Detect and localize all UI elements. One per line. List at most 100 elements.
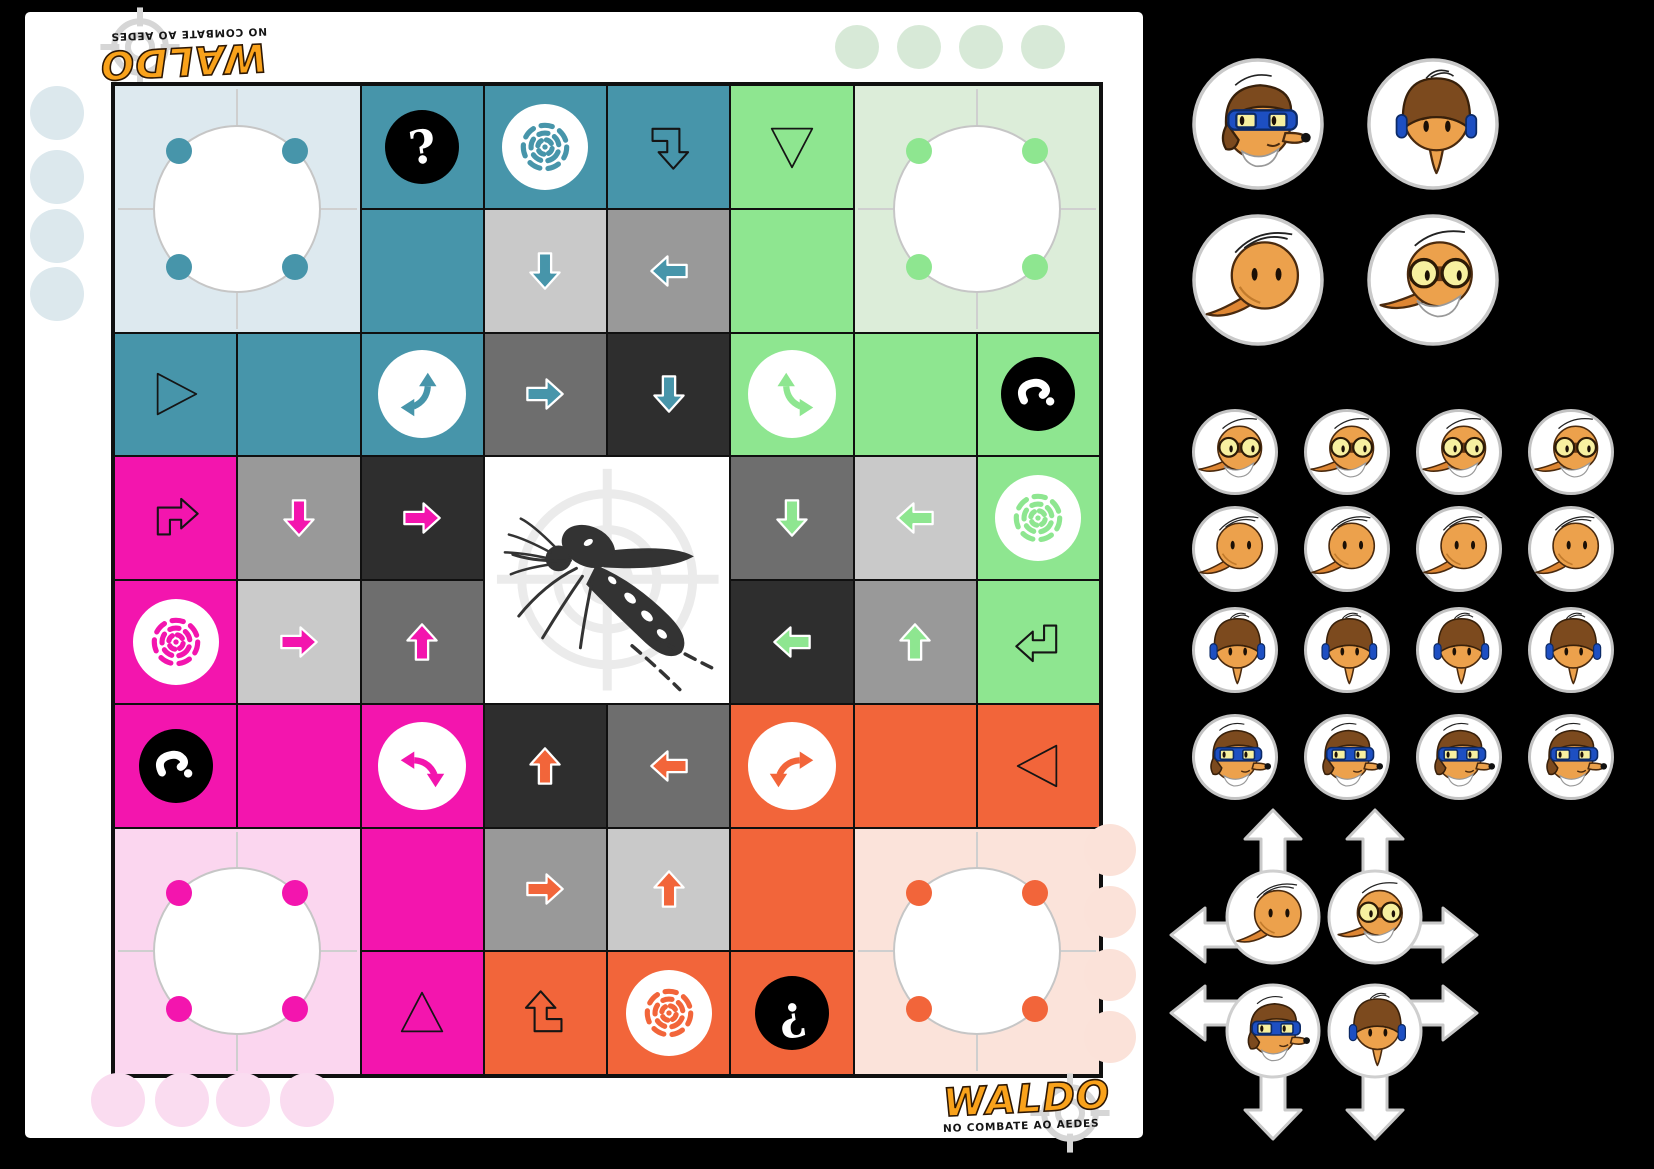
game-board: WALDO NO COMBATE AO AEDES ? ¿	[25, 12, 1143, 1138]
small-token-mosquito-round-glasses-face[interactable]	[1191, 408, 1279, 500]
breeding-site-spiral-icon	[995, 475, 1082, 562]
board-cell-r4c1	[114, 456, 238, 580]
small-token-mosquito-plain-face[interactable]	[1527, 505, 1615, 597]
board-cell-r3c6	[730, 332, 854, 457]
board-cell-r8c3	[360, 951, 484, 1075]
solid-arrow-icon	[892, 619, 938, 665]
board-cell-r3c3	[360, 332, 484, 457]
board-cell-r8c4	[483, 951, 607, 1075]
mosquito-silhouette	[496, 469, 719, 692]
small-token-mosquito-plain-face[interactable]	[1415, 505, 1503, 597]
larva-icon	[1001, 357, 1076, 432]
board-cell-r4c7	[853, 456, 977, 580]
entry-triangle-icon	[147, 365, 205, 423]
small-token-mosquito-plain-face[interactable]	[1191, 505, 1279, 597]
board-cell-r5c2	[237, 580, 361, 704]
waldo-logo-top: WALDO NO COMBATE AO AEDES	[97, 14, 269, 80]
small-token-mosquito-helmet-front-face[interactable]	[1191, 606, 1279, 698]
board-cell-r2c4	[483, 208, 607, 333]
solid-arrow-icon	[646, 866, 692, 912]
bent-arrow-outline-icon	[1012, 616, 1064, 668]
small-token-mosquito-helmet-front-face[interactable]	[1303, 606, 1391, 698]
direction-token-mosquito-round-glasses-face-up-right[interactable]	[1263, 805, 1488, 1034]
solid-arrow-icon	[522, 248, 568, 294]
mosquito-target-area	[483, 456, 731, 704]
board-cell-r3c8	[976, 332, 1100, 457]
solid-arrow-icon	[276, 495, 322, 541]
board-cell-r6c2	[237, 703, 361, 828]
board-cell-r5c1	[114, 580, 238, 704]
home-dot-green	[905, 253, 932, 280]
large-token-mosquito-helmet-front-face[interactable]	[1365, 56, 1501, 196]
bent-arrow-outline-icon	[643, 121, 695, 173]
rotate-double-arrow-icon	[378, 721, 467, 810]
home-dot-blue	[282, 253, 309, 280]
score-circle-pink	[155, 1073, 209, 1127]
solid-arrow-icon	[892, 495, 938, 541]
small-token-mosquito-round-glasses-face[interactable]	[1527, 408, 1615, 500]
board-cell-r4c3	[360, 456, 484, 580]
logo-title: WALDO	[941, 1072, 1112, 1127]
home-dot-pink	[282, 996, 309, 1023]
board-cell-r6c4	[483, 703, 607, 828]
board-cell-r5c7	[853, 580, 977, 704]
board-grid: ? ¿	[111, 82, 1103, 1078]
board-cell-r1c3: ?	[360, 85, 484, 209]
board-cell-r6c7	[853, 703, 977, 828]
direction-token-mosquito-aviator-goggles-face-left-down[interactable]	[1161, 919, 1386, 1148]
board-cell-r1c6	[730, 85, 854, 209]
breeding-site-spiral-icon	[132, 598, 219, 685]
score-circle-blue	[30, 267, 84, 321]
score-circle-green	[1021, 25, 1065, 69]
small-token-mosquito-aviator-goggles-face[interactable]	[1303, 713, 1391, 805]
small-token-mosquito-aviator-goggles-face[interactable]	[1191, 713, 1279, 805]
board-cell-r6c6	[730, 703, 854, 828]
score-circle-blue	[30, 86, 84, 140]
solid-arrow-icon	[769, 619, 815, 665]
large-token-mosquito-round-glasses-face[interactable]	[1365, 212, 1501, 352]
home-dot-pink	[166, 880, 193, 907]
direction-token-mosquito-helmet-front-face-right-down[interactable]	[1263, 919, 1488, 1148]
board-cell-r7c3	[360, 827, 484, 952]
home-dot-orange	[905, 996, 932, 1023]
breeding-site-spiral-icon	[502, 103, 589, 190]
small-token-mosquito-helmet-front-face[interactable]	[1415, 606, 1503, 698]
home-dot-orange	[905, 880, 932, 907]
home-dot-blue	[282, 137, 309, 164]
entry-triangle-icon	[1009, 737, 1067, 795]
home-dot-orange	[1021, 996, 1048, 1023]
small-token-mosquito-helmet-front-face[interactable]	[1527, 606, 1615, 698]
board-cell-r7c4	[483, 827, 607, 952]
board-cell-r7c5	[607, 827, 731, 952]
small-token-mosquito-round-glasses-face[interactable]	[1415, 408, 1503, 500]
small-token-mosquito-plain-face[interactable]	[1303, 505, 1391, 597]
question-icon: ?	[385, 109, 460, 184]
waldo-logo-bottom: WALDO NO COMBATE AO AEDES	[941, 1080, 1113, 1146]
home-area-orange	[853, 827, 1100, 1075]
board-cell-r3c5	[607, 332, 731, 457]
solid-arrow-icon	[276, 619, 322, 665]
inverted-question-icon: ¿	[754, 976, 829, 1051]
rotate-double-arrow-icon	[378, 350, 467, 439]
home-area-pink	[114, 827, 361, 1075]
score-circle-pink	[91, 1073, 145, 1127]
board-cell-r2c3	[360, 208, 484, 333]
solid-arrow-icon	[646, 743, 692, 789]
board-cell-r5c3	[360, 580, 484, 704]
board-cell-r6c5	[607, 703, 731, 828]
large-token-mosquito-aviator-goggles-face[interactable]	[1190, 56, 1326, 196]
solid-arrow-icon	[769, 495, 815, 541]
score-circle-pink	[216, 1073, 270, 1127]
direction-token-mosquito-plain-face-up-left[interactable]	[1161, 805, 1386, 1034]
board-cell-r1c4	[483, 85, 607, 209]
small-token-mosquito-round-glasses-face[interactable]	[1303, 408, 1391, 500]
large-token-mosquito-plain-face[interactable]	[1190, 212, 1326, 352]
home-dot-blue	[166, 253, 193, 280]
small-token-mosquito-aviator-goggles-face[interactable]	[1415, 713, 1503, 805]
score-circle-blue	[30, 150, 84, 204]
small-token-mosquito-aviator-goggles-face[interactable]	[1527, 713, 1615, 805]
board-cell-r2c5	[607, 208, 731, 333]
board-cell-r5c8	[976, 580, 1100, 704]
score-circle-orange	[1084, 886, 1136, 938]
